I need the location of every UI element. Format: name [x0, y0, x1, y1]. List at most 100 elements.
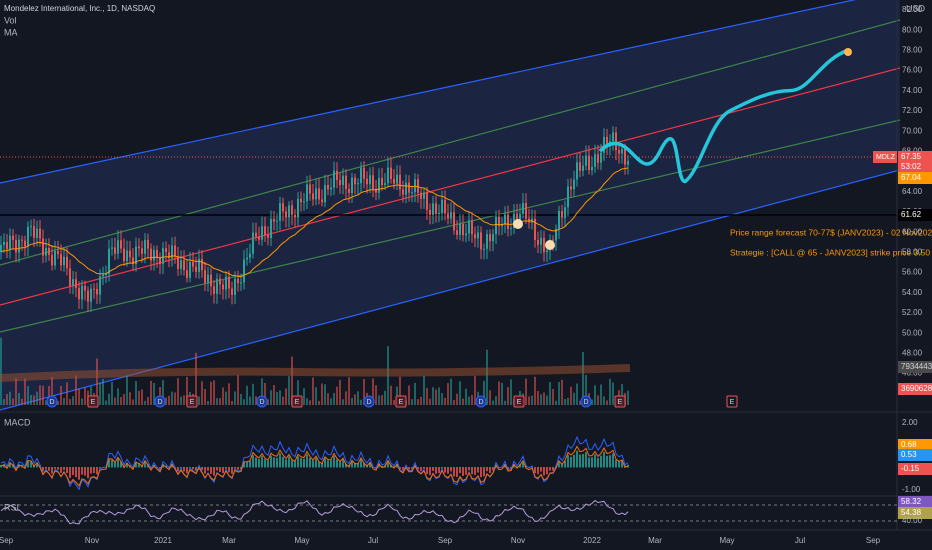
moving-average: [0, 167, 629, 278]
countdown-bg: [898, 161, 932, 173]
volume-bar: [114, 397, 116, 405]
macd-hist: [177, 467, 179, 472]
candle: [369, 175, 371, 185]
volume-bar: [336, 386, 338, 405]
candle: [513, 213, 515, 228]
volume-bar: [531, 395, 533, 405]
macd-tick: 2.00: [902, 418, 918, 427]
time-tick: Sep: [0, 536, 14, 545]
macd-hist: [519, 464, 521, 468]
macd-hist: [270, 455, 272, 468]
candle: [36, 228, 38, 238]
candle: [465, 233, 467, 236]
macd-hist: [3, 464, 5, 468]
macd-hist: [111, 459, 113, 468]
rsi-line: [0, 499, 629, 525]
volume-bar: [537, 390, 539, 405]
candle: [171, 245, 173, 259]
volume-bar: [501, 382, 503, 405]
volume-ma-value-bg: [898, 383, 932, 395]
volume-bar: [144, 400, 146, 405]
volume-bar: [399, 376, 401, 405]
event-badge: [395, 395, 407, 408]
volume-bar: [171, 391, 173, 405]
volume-bar: [246, 385, 248, 405]
candle: [78, 288, 80, 300]
candle: [579, 162, 581, 171]
volume-bar: [9, 391, 11, 405]
candle: [252, 232, 254, 254]
volume-bar: [393, 400, 395, 405]
macd-hist: [210, 467, 212, 474]
candle: [294, 214, 296, 218]
time-tick: Nov: [85, 536, 99, 545]
macd-hist: [192, 467, 194, 470]
candle: [612, 132, 614, 142]
volume-bar: [564, 398, 566, 405]
candle: [621, 148, 623, 154]
volume-bar: [36, 391, 38, 405]
price-tick: 72.00: [902, 106, 923, 115]
candle: [162, 248, 164, 265]
candle: [543, 237, 545, 253]
candle: [201, 258, 203, 271]
volume-bar: [447, 383, 449, 405]
marker: [844, 48, 852, 56]
volume-bar: [162, 380, 164, 405]
macd-hist: [537, 467, 539, 475]
macd-hist: [231, 467, 233, 474]
candle: [267, 235, 269, 238]
volume-bar: [288, 376, 290, 405]
macd-hist: [351, 460, 353, 468]
candle: [132, 257, 134, 265]
macd-hist: [186, 467, 188, 474]
volume-bar: [3, 398, 5, 405]
candle: [375, 189, 377, 193]
price-tick: 50.00: [902, 328, 923, 337]
macd-tick: -0.15: [901, 464, 920, 473]
candle: [144, 239, 146, 254]
volume-bar: [276, 391, 278, 405]
candle: [525, 203, 527, 219]
macd-tick-bg: [898, 439, 932, 451]
volume-bar: [582, 352, 584, 405]
volume-bar: [534, 376, 536, 405]
candle: [18, 239, 20, 253]
time-tick: Mar: [648, 536, 662, 545]
volume-bar: [297, 380, 299, 405]
volume-bar: [39, 385, 41, 405]
macd-hist: [597, 457, 599, 468]
candle: [156, 250, 158, 258]
macd-hist: [378, 463, 380, 468]
volume-value-bg: [898, 361, 932, 373]
macd-hist: [288, 456, 290, 468]
macd-hist: [393, 466, 395, 468]
candle: [447, 213, 449, 219]
volume-bar: [345, 391, 347, 405]
candle: [393, 178, 395, 184]
time-tick: May: [294, 536, 309, 545]
candle: [537, 239, 539, 245]
macd-hist: [402, 467, 404, 471]
macd-tick-bg: [898, 449, 932, 461]
candle: [54, 250, 56, 266]
candle: [57, 250, 59, 255]
candle: [573, 179, 575, 190]
volume-ma-value: 3690628: [901, 384, 932, 393]
macd-hist: [297, 456, 299, 468]
candle: [51, 254, 53, 266]
volume-bar: [18, 392, 20, 405]
macd-hist: [447, 467, 449, 474]
macd-hist: [579, 454, 581, 468]
macd-tick: 0.53: [901, 450, 917, 459]
macd-hist: [261, 455, 263, 468]
candle: [150, 248, 152, 261]
macd-hist: [585, 452, 587, 468]
macd-hist: [72, 467, 74, 476]
candle: [48, 247, 50, 255]
volume-bar: [96, 358, 98, 405]
last-price-bg: [898, 151, 932, 163]
candle: [141, 248, 143, 254]
candle: [327, 184, 329, 190]
volume-bar: [27, 386, 29, 405]
